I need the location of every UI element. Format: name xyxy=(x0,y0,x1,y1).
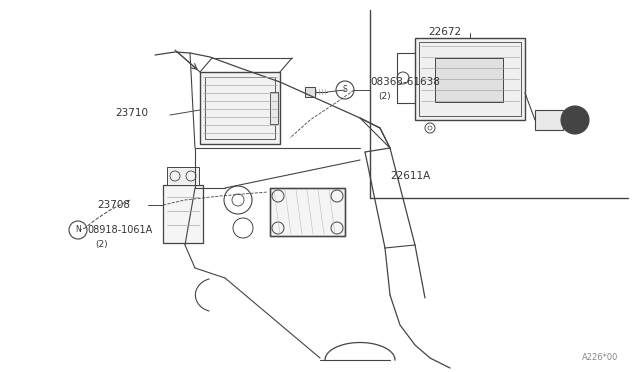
Text: 08918-1061A: 08918-1061A xyxy=(87,225,152,235)
Bar xyxy=(305,87,315,97)
Text: N: N xyxy=(75,225,81,234)
Text: 22672: 22672 xyxy=(428,27,461,37)
Text: (2): (2) xyxy=(95,240,108,248)
Bar xyxy=(270,188,345,236)
Bar xyxy=(205,77,275,139)
Text: 23708: 23708 xyxy=(97,200,130,210)
Bar xyxy=(270,188,345,236)
Bar xyxy=(535,110,563,130)
Bar xyxy=(167,167,199,185)
Bar xyxy=(200,72,280,144)
Text: 23710: 23710 xyxy=(115,108,148,118)
Text: S: S xyxy=(342,86,348,94)
Text: (2): (2) xyxy=(378,92,390,100)
Bar xyxy=(435,58,503,102)
Bar xyxy=(419,42,521,116)
Bar xyxy=(270,92,278,124)
Circle shape xyxy=(561,106,589,134)
Text: 22611A: 22611A xyxy=(390,171,430,181)
Bar xyxy=(415,38,525,120)
Text: 08363-61638: 08363-61638 xyxy=(370,77,440,87)
Bar xyxy=(163,185,203,243)
Text: A226*00: A226*00 xyxy=(582,353,618,362)
